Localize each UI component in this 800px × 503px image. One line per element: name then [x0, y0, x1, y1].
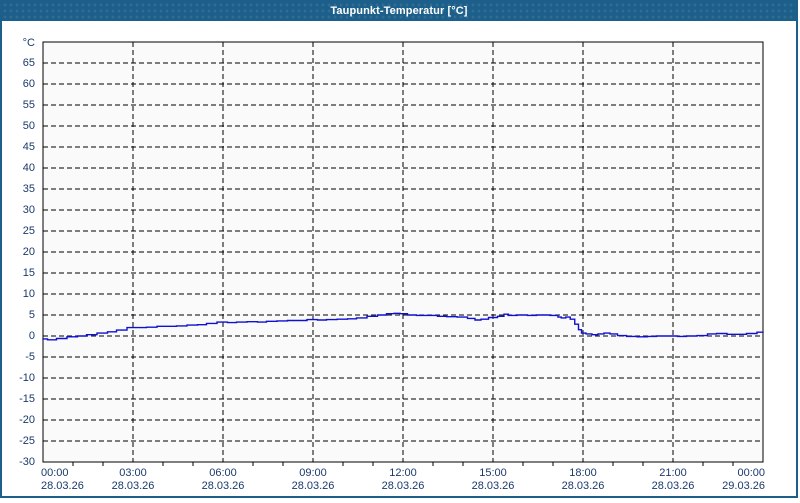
svg-text:15:00: 15:00 [479, 467, 507, 479]
svg-text:45: 45 [23, 141, 35, 153]
svg-text:30: 30 [23, 204, 35, 216]
svg-text:°C: °C [23, 37, 35, 49]
svg-text:-10: -10 [19, 372, 35, 384]
svg-text:28.03.26: 28.03.26 [292, 480, 335, 492]
svg-text:28.03.26: 28.03.26 [382, 480, 425, 492]
svg-text:50: 50 [23, 120, 35, 132]
svg-text:25: 25 [23, 225, 35, 237]
svg-text:00:00: 00:00 [41, 467, 69, 479]
svg-text:29.03.26: 29.03.26 [722, 480, 765, 492]
svg-text:28.03.26: 28.03.26 [202, 480, 245, 492]
svg-text:-5: -5 [25, 351, 35, 363]
svg-text:06:00: 06:00 [209, 467, 237, 479]
svg-text:28.03.26: 28.03.26 [41, 480, 84, 492]
svg-text:60: 60 [23, 78, 35, 90]
svg-text:35: 35 [23, 183, 35, 195]
svg-text:09:00: 09:00 [299, 467, 327, 479]
svg-text:55: 55 [23, 99, 35, 111]
svg-text:28.03.26: 28.03.26 [562, 480, 605, 492]
svg-text:12:00: 12:00 [389, 467, 417, 479]
svg-text:03:00: 03:00 [119, 467, 147, 479]
svg-text:21:00: 21:00 [659, 467, 687, 479]
svg-text:18:00: 18:00 [569, 467, 597, 479]
svg-text:-20: -20 [19, 414, 35, 426]
svg-text:0: 0 [29, 330, 35, 342]
svg-text:28.03.26: 28.03.26 [472, 480, 515, 492]
svg-text:28.03.26: 28.03.26 [112, 480, 155, 492]
svg-text:15: 15 [23, 267, 35, 279]
svg-text:5: 5 [29, 309, 35, 321]
svg-text:28.03.26: 28.03.26 [652, 480, 695, 492]
svg-text:00:00: 00:00 [737, 467, 765, 479]
svg-text:-25: -25 [19, 435, 35, 447]
svg-text:20: 20 [23, 246, 35, 258]
svg-text:-15: -15 [19, 393, 35, 405]
svg-text:40: 40 [23, 162, 35, 174]
svg-text:10: 10 [23, 288, 35, 300]
svg-text:-30: -30 [19, 456, 35, 468]
svg-text:65: 65 [23, 57, 35, 69]
